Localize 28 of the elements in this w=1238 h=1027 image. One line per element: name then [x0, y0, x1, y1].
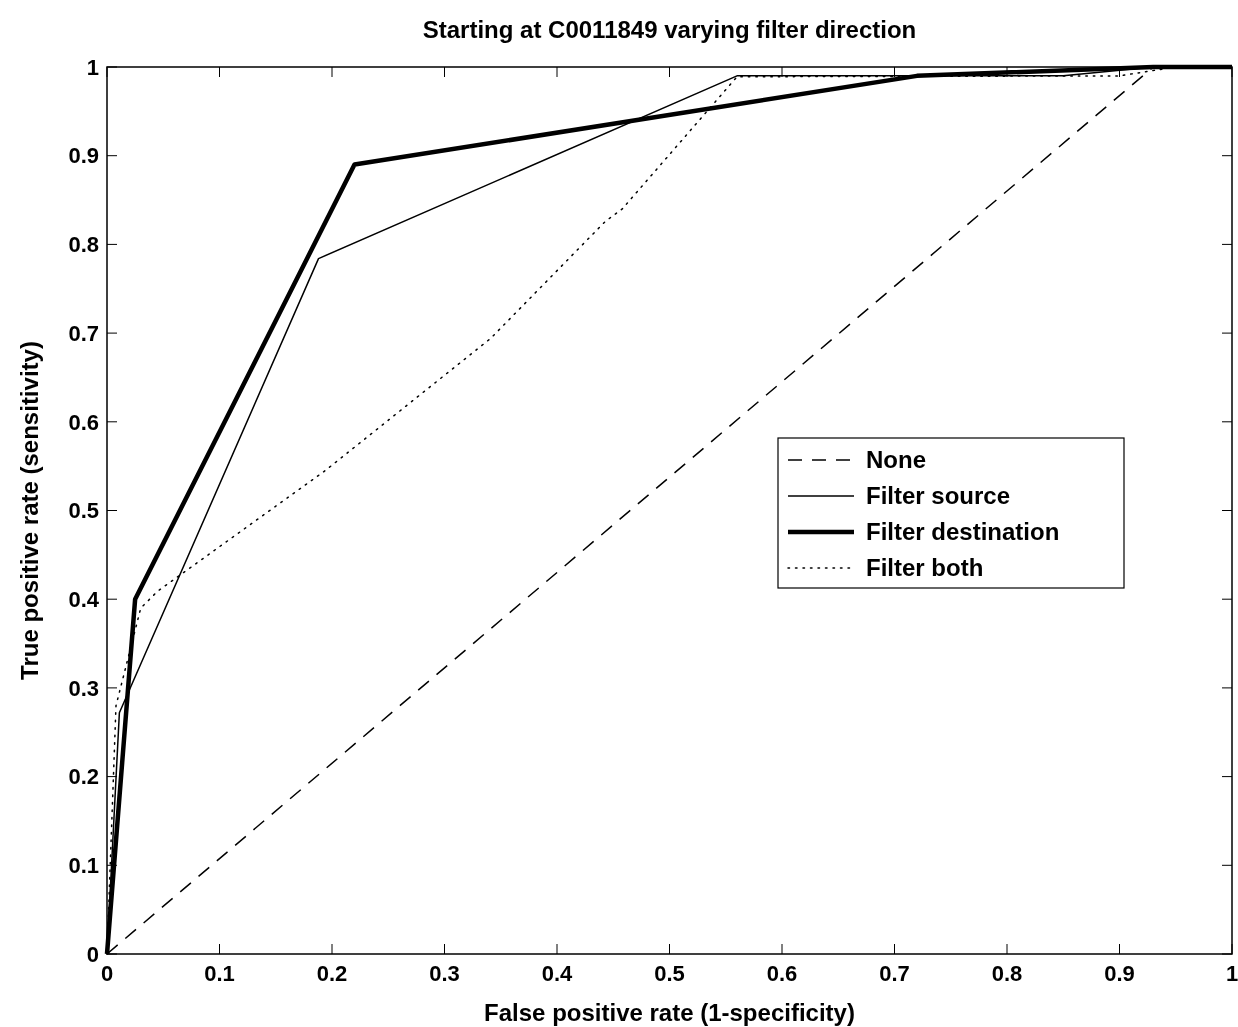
legend-label: Filter both [866, 554, 984, 582]
y-tick-label: 0.7 [68, 320, 99, 346]
y-tick-label: 0.3 [68, 675, 99, 701]
x-tick-label: 0.1 [204, 961, 235, 986]
x-axis-title: False positive rate (1-specificity) [484, 999, 855, 1026]
x-tick-label: 0.8 [991, 961, 1023, 986]
legend-label: Filter source [866, 482, 1011, 510]
x-tick-label: 0.4 [541, 961, 574, 986]
x-tick-label: 0.5 [654, 961, 685, 986]
x-tick-label: 0.7 [879, 961, 910, 986]
y-tick-label: 0.5 [68, 498, 99, 524]
x-tick-label: 0.6 [766, 961, 798, 986]
chart-title: Starting at C0011849 varying filter direction [422, 16, 917, 43]
x-tick-label: 0.9 [1104, 961, 1135, 986]
legend-label: Filter destination [866, 518, 1060, 546]
legend-label: None [866, 446, 926, 474]
y-tick-label: 0.2 [68, 764, 99, 790]
x-tick-label: 0.2 [316, 961, 348, 986]
y-axis-title: True positive rate (sensitivity) [16, 341, 43, 680]
y-tick-label: 0 [86, 941, 99, 967]
y-tick-label: 1 [86, 54, 99, 80]
x-tick-label: 0.3 [429, 961, 460, 986]
x-tick-label: 1 [1225, 961, 1238, 986]
y-tick-label: 0.6 [68, 409, 99, 435]
y-tick-label: 0.9 [68, 143, 99, 169]
y-tick-label: 0.4 [68, 586, 100, 612]
y-tick-label: 0.1 [68, 853, 99, 878]
y-tick-label: 0.8 [68, 232, 99, 258]
